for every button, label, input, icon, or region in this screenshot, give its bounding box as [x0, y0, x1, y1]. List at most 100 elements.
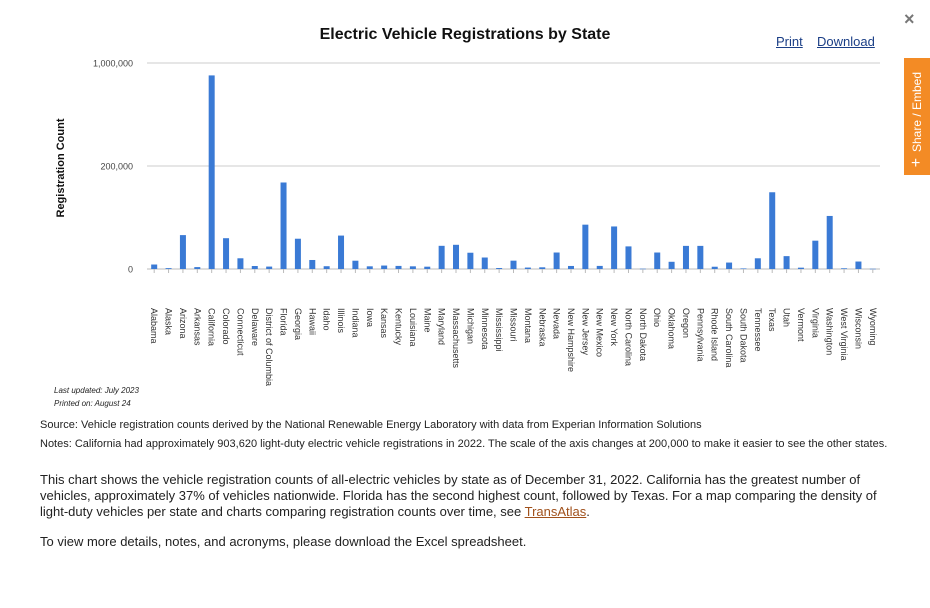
x-tick-label: New York: [609, 308, 619, 347]
bar-iowa[interactable]: [366, 266, 373, 269]
bar-district-of-columbia[interactable]: [266, 266, 273, 269]
bar-missouri[interactable]: [510, 260, 517, 269]
x-tick-label: Idaho: [322, 308, 332, 331]
download-link[interactable]: Download: [817, 34, 875, 49]
bar-oregon[interactable]: [682, 245, 689, 269]
x-tick-label: Louisiana: [408, 308, 418, 347]
bar-maine[interactable]: [424, 266, 431, 269]
x-tick-label: Kansas: [379, 308, 389, 339]
x-tick-label: Oklahoma: [667, 308, 677, 349]
x-tick-label: South Dakota: [738, 308, 748, 363]
chart-title: Electric Vehicle Registrations by State: [319, 26, 611, 43]
bar-south-dakota[interactable]: [740, 268, 747, 270]
x-tick-label: Nevada: [552, 308, 562, 339]
bar-arkansas[interactable]: [194, 267, 201, 269]
x-tick-label: Massachusetts: [451, 308, 461, 369]
x-tick-label: Mississippi: [494, 308, 504, 352]
x-tick-label: Arkansas: [192, 308, 202, 346]
bar-oklahoma[interactable]: [668, 261, 675, 269]
x-tick-label: Virginia: [810, 308, 820, 338]
bar-rhode-island[interactable]: [711, 266, 718, 269]
bar-new-mexico[interactable]: [596, 265, 603, 269]
x-tick-label: Wisconsin: [853, 308, 863, 349]
x-tick-label: Wyoming: [868, 308, 878, 345]
bar-montana[interactable]: [524, 267, 531, 269]
bar-new-jersey[interactable]: [582, 224, 589, 269]
bar-hawaii[interactable]: [309, 259, 316, 269]
x-tick-label: Arizona: [178, 308, 188, 339]
x-tick-label: Washington: [825, 308, 835, 355]
bar-nebraska[interactable]: [539, 267, 546, 269]
bar-connecticut[interactable]: [237, 258, 244, 269]
y-axis-label: Registration Count: [55, 118, 67, 217]
bar-texas[interactable]: [769, 192, 776, 269]
bar-alaska[interactable]: [165, 268, 172, 269]
x-tick-label: Minnesota: [480, 308, 490, 350]
bar-maryland[interactable]: [438, 245, 445, 269]
bar-kansas[interactable]: [381, 265, 388, 269]
x-tick-label: West Virginia: [839, 308, 849, 361]
bar-virginia[interactable]: [812, 240, 819, 269]
bar-pennsylvania[interactable]: [697, 245, 704, 269]
description: This chart shows the vehicle registratio…: [40, 472, 890, 520]
x-tick-label: New Mexico: [595, 308, 605, 357]
bar-mississippi[interactable]: [496, 268, 503, 269]
x-tick-label: District of Columbia: [264, 308, 274, 386]
y-tick-label: 200,000: [100, 162, 133, 172]
source-note: Source: Vehicle registration counts deri…: [40, 419, 702, 431]
x-tick-label: Alabama: [149, 308, 159, 344]
bar-illinois[interactable]: [338, 235, 345, 269]
bar-georgia[interactable]: [294, 238, 301, 269]
bar-florida[interactable]: [280, 182, 287, 269]
bar-south-carolina[interactable]: [726, 262, 733, 269]
bar-colorado[interactable]: [223, 238, 230, 269]
bar-ohio[interactable]: [654, 252, 661, 269]
bar-alabama[interactable]: [151, 264, 158, 269]
bar-indiana[interactable]: [352, 260, 359, 269]
bar-utah[interactable]: [783, 256, 790, 270]
x-tick-label: Colorado: [221, 308, 231, 345]
bar-idaho[interactable]: [323, 266, 330, 269]
bar-wisconsin[interactable]: [855, 261, 862, 269]
x-tick-label: Tennessee: [753, 308, 763, 352]
bar-delaware[interactable]: [251, 266, 258, 269]
printed-on: Printed on: August 24: [54, 399, 131, 408]
print-link[interactable]: Print: [776, 34, 803, 49]
share-embed-tab[interactable]: Share / Embed +: [904, 58, 930, 175]
x-tick-label: Utah: [782, 308, 792, 327]
bar-michigan[interactable]: [467, 252, 474, 269]
x-tick-label: Delaware: [250, 308, 260, 346]
x-tick-label: Rhode Island: [710, 308, 720, 361]
x-tick-label: Hawaii: [307, 308, 317, 335]
bar-minnesota[interactable]: [481, 257, 488, 269]
bar-north-carolina[interactable]: [625, 246, 632, 269]
bar-chart: 1,000,000 200,000 0 Alabama Alaska Arizona Ar…: [55, 59, 880, 386]
bar-nevada[interactable]: [553, 252, 560, 269]
x-tick-label: Maine: [422, 308, 432, 333]
x-tick-label: Texas: [767, 308, 777, 332]
x-tick-label: Pennsylvania: [695, 308, 705, 362]
bar-massachusetts[interactable]: [453, 244, 460, 269]
bar-west-virginia[interactable]: [841, 268, 848, 269]
close-icon[interactable]: ×: [904, 9, 915, 29]
bar-new-hampshire[interactable]: [567, 265, 574, 269]
bar-louisiana[interactable]: [409, 266, 416, 269]
bar-north-dakota[interactable]: [639, 268, 646, 270]
x-tick-label: New Hampshire: [566, 308, 576, 372]
bar-vermont[interactable]: [797, 267, 804, 269]
x-tick-label: Illinois: [336, 308, 346, 334]
bar-new-york[interactable]: [611, 226, 618, 269]
x-tick-label: Georgia: [293, 308, 303, 340]
bar-kentucky[interactable]: [395, 265, 402, 269]
x-tick-label: Maryland: [437, 308, 447, 345]
x-tick-label: New Jersey: [580, 308, 590, 356]
x-tick-label: Nebraska: [537, 308, 547, 347]
description-text: This chart shows the vehicle registratio…: [40, 472, 877, 519]
bar-arizona[interactable]: [179, 235, 186, 269]
bar-tennessee[interactable]: [754, 258, 761, 269]
transatlas-link[interactable]: TransAtlas: [524, 504, 587, 519]
bar-california[interactable]: [208, 75, 215, 269]
notes-text: Notes: California had approximately 903,…: [40, 438, 888, 450]
bar-washington[interactable]: [826, 215, 833, 269]
x-tick-label: North Dakota: [638, 308, 648, 361]
